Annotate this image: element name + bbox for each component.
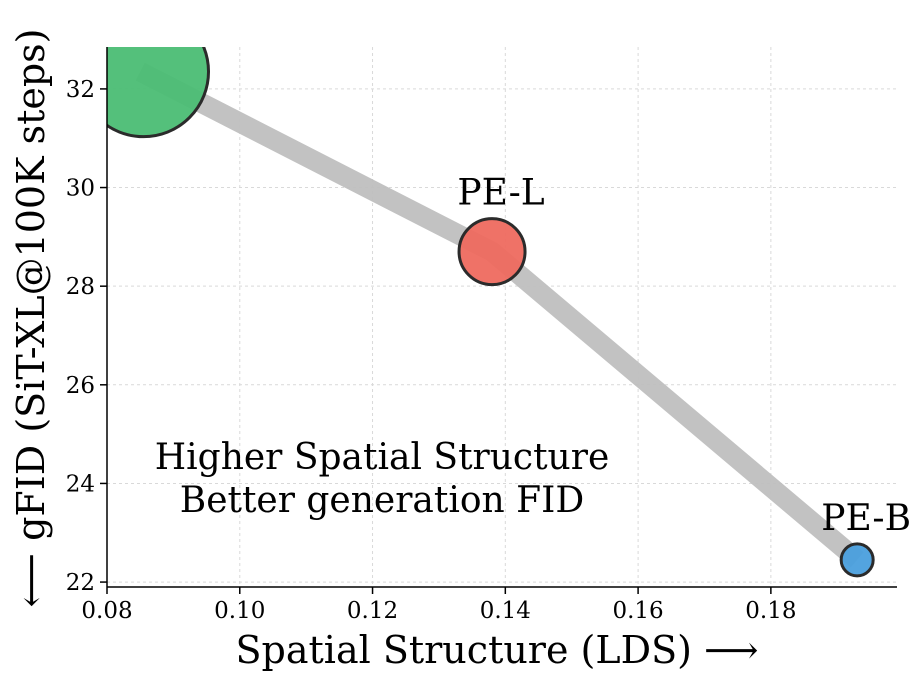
y-tick-label: 24	[66, 471, 95, 497]
point-label-pe-b: PE-B	[821, 498, 911, 539]
y-tick-label: 26	[66, 373, 95, 399]
point-labels: PE-G PE-L PE-B	[102, 0, 911, 539]
point-label-pe-l: PE-L	[457, 173, 544, 214]
y-axis-title: ⟵ gFID (SiT-XL@100K steps)	[9, 29, 53, 608]
x-axis-title: Spatial Structure (LDS) ⟶	[236, 628, 759, 672]
point-label-pe-g: PE-G	[102, 0, 194, 2]
point-pe-b	[839, 542, 875, 578]
y-ticks: 22 24 26 28 30 32	[66, 77, 107, 596]
x-tick-label: 0.12	[347, 598, 398, 624]
y-tick-label: 28	[66, 274, 95, 300]
data-points	[107, 47, 875, 578]
x-tick-label: 0.14	[480, 598, 531, 624]
annotation-line-2: Better generation FID	[180, 480, 585, 521]
point-pe-g	[107, 47, 210, 139]
y-tick-label: 30	[66, 176, 95, 202]
annotation-line-1: Higher Spatial Structure	[155, 437, 610, 478]
x-tick-label: 0.18	[745, 598, 796, 624]
y-tick-label: 32	[66, 77, 95, 103]
x-tick-label: 0.10	[214, 598, 265, 624]
x-tick-label: 0.16	[612, 598, 663, 624]
x-tick-label: 0.08	[81, 598, 132, 624]
y-tick-label: 22	[66, 570, 95, 596]
x-ticks: 0.08 0.10 0.12 0.14 0.16 0.18	[81, 587, 796, 624]
point-pe-l	[457, 217, 527, 287]
